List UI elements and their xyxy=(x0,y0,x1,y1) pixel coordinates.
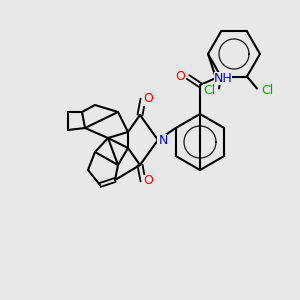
Text: O: O xyxy=(175,70,185,83)
Text: N: N xyxy=(157,134,167,146)
Text: O: O xyxy=(143,92,153,106)
Text: Cl: Cl xyxy=(203,84,215,97)
Text: N: N xyxy=(158,134,168,148)
Text: O: O xyxy=(143,175,153,188)
Text: NH: NH xyxy=(214,71,232,85)
Text: O: O xyxy=(143,175,153,188)
Text: O: O xyxy=(143,92,153,106)
Text: Cl: Cl xyxy=(261,84,273,97)
